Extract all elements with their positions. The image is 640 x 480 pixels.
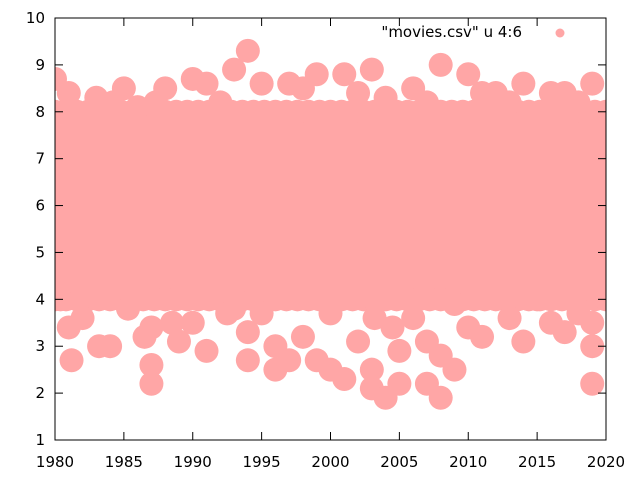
scatter-point [346,81,371,106]
scatter-point [580,334,605,359]
scatter-point [525,287,550,312]
scatter-point [139,315,164,340]
scatter-point [580,71,605,96]
y-tick-label: 3 [35,337,45,355]
scatter-point [235,320,260,345]
data-points [55,38,605,410]
scatter-point [139,371,164,396]
axis-ticks [54,17,607,441]
scatter-point [497,90,522,115]
scatter-point [414,90,439,115]
legend: "movies.csv" u 4:6 [381,23,565,41]
legend-marker-icon [555,28,565,38]
scatter-point [428,52,453,77]
scatter-point [387,371,412,396]
y-axis-tick-labels: 1 2 3 4 5 6 7 8 9 10 [26,9,45,449]
scatter-point [552,320,577,345]
scatter-point [55,287,73,312]
x-tick-label: 2005 [380,453,418,471]
scatter-point [373,85,398,110]
scatter-point [139,352,164,377]
scatter-point [580,371,605,396]
scatter-point [153,76,178,101]
x-tick-label: 1990 [174,453,212,471]
y-tick-label: 9 [35,56,45,74]
x-axis-tick-labels: 1980 1985 1990 1995 2000 2005 2010 2015 2020 [36,453,625,471]
x-tick-label: 2020 [587,453,625,471]
scatter-point [222,57,247,82]
scatter-point [456,62,481,87]
scatter-point [428,385,453,410]
scatter-point [111,76,136,101]
scatter-point [332,367,357,392]
scatter-point [59,348,84,373]
y-tick-label: 4 [35,290,45,308]
y-tick-label: 8 [35,103,45,121]
x-tick-label: 1985 [105,453,143,471]
x-tick-label: 2000 [311,453,349,471]
scatter-point [511,329,536,354]
x-tick-label: 1995 [243,453,281,471]
scatter-point [304,62,329,87]
scatter-point [580,277,605,302]
scatter-point [98,334,123,359]
scatter-point [235,38,260,63]
scatter-point [160,310,185,335]
scatter-point [222,296,247,321]
scatter-point [346,329,371,354]
scatter-point [277,348,302,373]
y-tick-label: 7 [35,150,45,168]
scatter-point [116,296,141,321]
y-tick-label: 5 [35,243,45,261]
scatter-point [249,71,274,96]
x-tick-label: 1980 [36,453,74,471]
y-tick-label: 2 [35,384,45,402]
scatter-point [387,338,412,363]
scatter-point [359,357,384,382]
scatter-point [235,348,260,373]
scatter-point [566,90,591,115]
scatter-point [290,324,315,349]
legend-label: "movies.csv" u 4:6 [381,23,522,41]
scatter-point [401,306,426,331]
y-tick-label: 1 [35,431,45,449]
scatter-point [511,71,536,96]
x-tick-label: 2010 [449,453,487,471]
scatter-point [497,306,522,331]
x-tick-label: 2015 [518,453,556,471]
scatter-point [532,99,557,124]
dense-point-band [55,99,606,312]
y-tick-label: 10 [26,9,45,27]
scatter-point [362,306,387,331]
scatter-point [166,329,191,354]
scatter-point [318,301,343,326]
y-tick-label: 6 [35,197,45,215]
scatter-point [70,306,95,331]
scatter-point [359,57,384,82]
scatter-point [470,324,495,349]
scatter-point [332,62,357,87]
scatter-point [194,338,219,363]
scatter-point [580,310,605,335]
scatter-point [56,81,81,106]
scatter-point [249,301,274,326]
scatter-point [380,315,405,340]
scatter-point [442,292,467,317]
scatter-point [180,310,205,335]
scatter-point [442,357,467,382]
scatter-point [208,90,233,115]
dense-band-fill [55,111,606,300]
scatter-point [194,71,219,96]
